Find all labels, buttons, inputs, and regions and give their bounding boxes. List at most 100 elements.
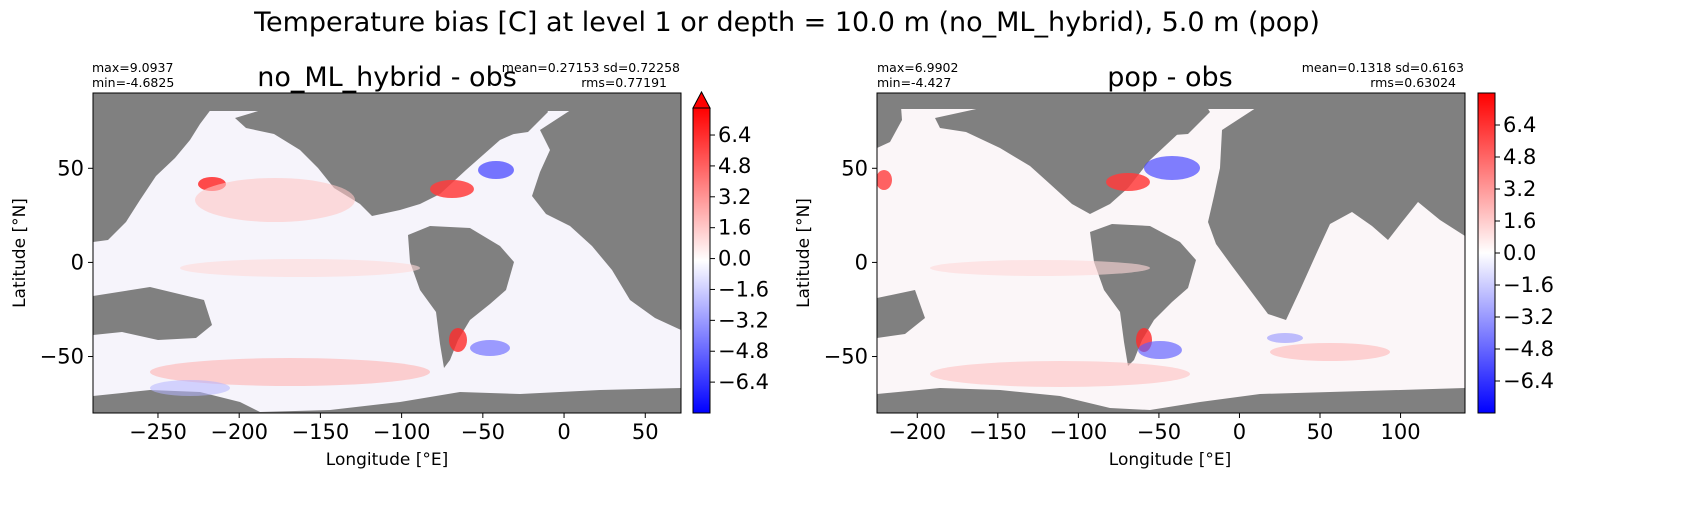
bias-north-atlantic-cold [1144,156,1200,180]
x-tick-label: 50 [632,420,659,444]
y-tick-label: 0 [71,250,84,274]
colorbar-ticks: 6.4 4.8 3.2 1.6 0.0 −1.6 −3.2 −4.8 −6.4 [1495,113,1554,393]
stat-mean-sd: mean=0.1318 sd=0.6163 [1302,60,1464,75]
y-tick-label: −50 [40,345,84,369]
colorbar-tick-label: 0.0 [1503,241,1536,265]
stat-min: min=-4.427 [877,75,951,90]
y-tick-label: 50 [57,156,84,180]
colorbar-tick-label: 6.4 [718,123,751,147]
stat-rms: rms=0.63024 [1370,75,1456,90]
stat-rms: rms=0.77191 [581,75,667,90]
south-america-land [1090,224,1196,366]
bias-south-atlantic-cold [470,340,510,356]
x-tick-label: 0 [1233,420,1246,444]
colorbar-tick-label: 1.6 [718,216,751,240]
panel-no-ml-hybrid: no_ML_hybrid - obs max=9.0937 min=-4.682… [10,60,769,470]
greenland-land [478,96,548,136]
bias-equatorial [930,260,1150,276]
bias-southern-ocean [150,358,430,386]
bias-south-atlantic-cold [1138,341,1182,359]
colorbar-tick-label: −3.2 [718,308,769,332]
bias-gulf-stream [430,180,474,198]
x-tick-label: 100 [1381,420,1421,444]
bias-southern-ocean [930,361,1190,387]
x-tick-label: −200 [210,420,268,444]
bias-kuroshio [877,170,892,190]
greenland-land [1130,96,1210,136]
colorbar-ticks: 6.4 4.8 3.2 1.6 0.0 −1.6 −3.2 −4.8 −6.4 [710,123,769,394]
stat-max: max=9.0937 [92,60,173,75]
bias-indian-southern [1270,343,1390,361]
x-tick-label: −150 [969,420,1027,444]
y-axis: −50 0 50 [40,156,93,369]
x-axis: −250 −200 −150 −100 −50 0 50 [129,413,659,444]
map-area [93,93,681,413]
europe-africa-land [532,100,681,330]
colorbar-tick-label: 1.6 [1503,209,1536,233]
bias-brazil-malvinas [449,328,467,352]
colorbar-tick-label: 3.2 [1503,177,1536,201]
x-tick-label: −100 [1050,420,1108,444]
panel-title: no_ML_hybrid - obs [257,62,517,93]
colorbar-tick-label: 3.2 [718,185,751,209]
north-america-land [935,96,1200,214]
eurasia-africa-land [1208,98,1465,320]
colorbar-tick-label: −3.2 [1503,305,1554,329]
bias-south-pacific-cold [150,380,230,396]
stat-mean-sd: mean=0.27153 sd=0.72258 [502,60,680,75]
figure-suptitle: Temperature bias [C] at level 1 or depth… [253,7,1320,38]
bias-north-atlantic-cold [478,161,514,179]
stat-max: max=6.9902 [877,60,958,75]
asia-land [877,93,902,148]
x-tick-label: −250 [129,420,187,444]
colorbar: 6.4 4.8 3.2 1.6 0.0 −1.6 −3.2 −4.8 −6.4 [1477,92,1554,414]
colorbar-extend-max [692,90,711,109]
antarctica-land [93,388,681,413]
panel-pop: pop - obs max=6.9902 min=-4.427 mean=0.1… [794,60,1554,470]
colorbar: 6.4 4.8 3.2 1.6 0.0 −1.6 −3.2 −4.8 −6.4 [692,90,769,414]
colorbar-tick-label: −1.6 [718,277,769,301]
y-axis: −50 0 50 [824,156,877,369]
australia-land [877,290,925,338]
antarctica-land [877,388,1465,413]
y-axis-label: Latitude [°N] [10,198,30,308]
colorbar-tick-label: −4.8 [718,339,769,363]
y-axis-label: Latitude [°N] [794,198,814,308]
x-tick-label: 50 [1307,420,1334,444]
x-tick-label: −200 [888,420,946,444]
stat-min: min=-4.6825 [92,75,174,90]
map-frame [876,92,1466,414]
bias-gulf-stream [1106,173,1150,191]
asia-land [93,93,212,242]
map-frame [92,92,682,414]
y-tick-label: 0 [855,250,868,274]
x-tick-label: 0 [557,420,570,444]
colorbar-tick-label: 4.8 [1503,145,1536,169]
colorbar-tick-label: −4.8 [1503,337,1554,361]
y-tick-label: 50 [841,156,868,180]
panel-title: pop - obs [1107,62,1232,93]
colorbar-gradient [692,107,711,414]
colorbar-tick-label: 6.4 [1503,113,1536,137]
x-axis-label: Longitude [°E] [1109,450,1231,470]
x-tick-label: −50 [1137,420,1181,444]
colorbar-tick-label: −6.4 [718,370,769,394]
colorbar-tick-label: 4.8 [718,154,751,178]
north-america-land [235,96,536,216]
bias-equatorial [180,259,420,277]
colorbar-gradient [1477,92,1496,414]
x-tick-label: −100 [373,420,431,444]
y-tick-label: −50 [824,345,868,369]
x-tick-label: −150 [292,420,350,444]
x-axis: −200 −150 −100 −50 0 50 100 [888,413,1421,444]
australia-land [93,287,212,340]
colorbar-tick-label: 0.0 [718,247,751,271]
colorbar-tick-label: −6.4 [1503,369,1554,393]
south-america-land [408,226,514,368]
map-area [877,93,1465,413]
bias-indian-cold [1267,333,1303,343]
colorbar-tick-label: −1.6 [1503,273,1554,297]
x-axis-label: Longitude [°E] [326,450,448,470]
bias-north-pacific [195,178,355,222]
